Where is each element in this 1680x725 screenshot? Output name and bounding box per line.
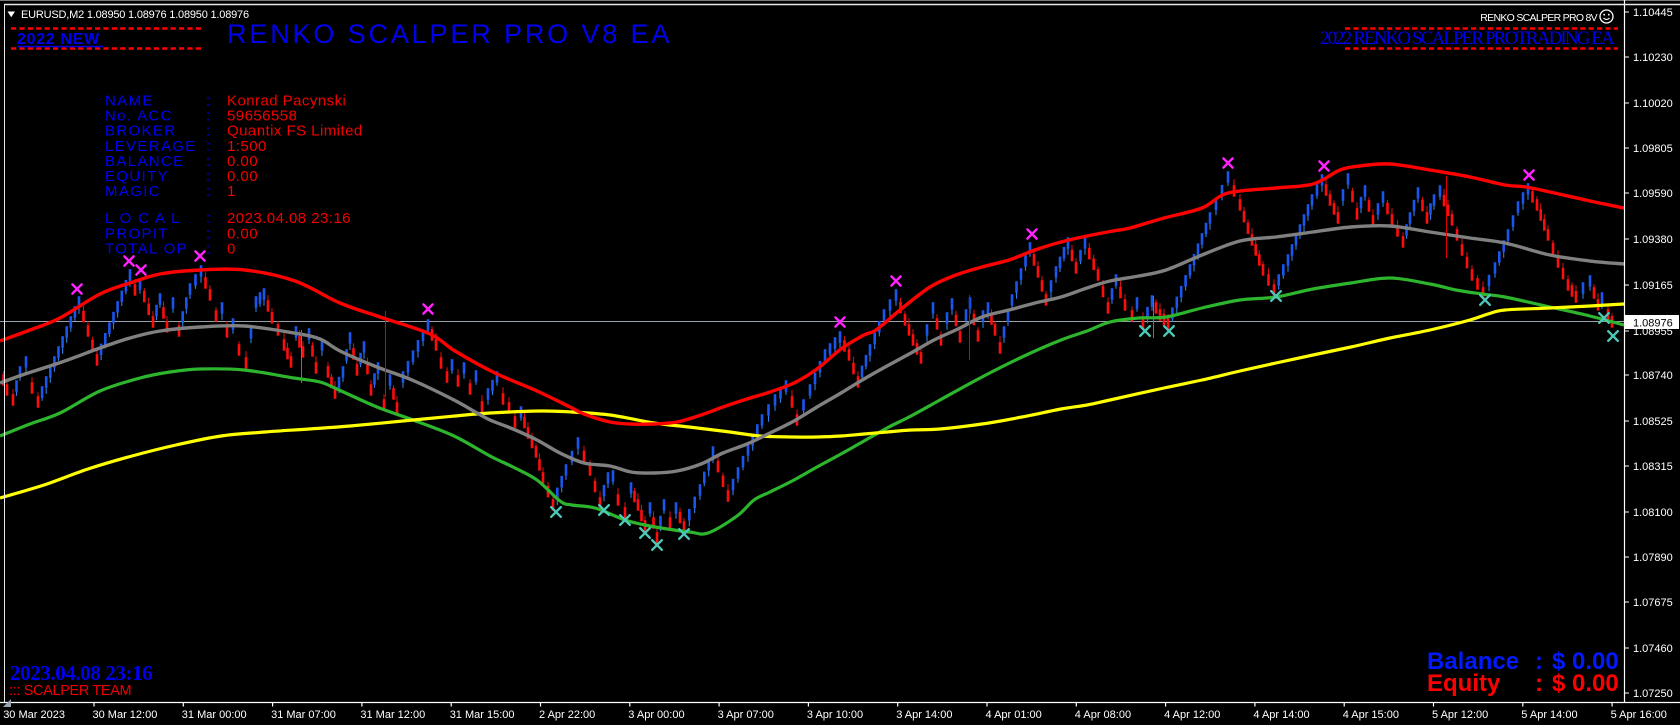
svg-text:31 Mar 00:00: 31 Mar 00:00 xyxy=(182,709,247,721)
svg-text:1.08740: 1.08740 xyxy=(1633,370,1673,382)
svg-text:1.08100: 1.08100 xyxy=(1633,507,1673,519)
svg-text:2022 RENKO SCALPER PROTRADING: 2022 RENKO SCALPER PROTRADING EA xyxy=(1320,28,1615,49)
svg-text:4 Apr 08:00: 4 Apr 08:00 xyxy=(1075,709,1131,721)
svg-text:RENKO SCALPER PRO 8V: RENKO SCALPER PRO 8V xyxy=(1480,12,1597,24)
svg-text:3 Apr 00:00: 3 Apr 00:00 xyxy=(628,709,684,721)
svg-text::: : xyxy=(206,108,212,125)
svg-text:5 Apr 16:00: 5 Apr 16:00 xyxy=(1611,709,1667,721)
svg-text::: : xyxy=(206,210,212,227)
svg-text::: : xyxy=(1535,648,1543,675)
svg-text:1.10445: 1.10445 xyxy=(1633,7,1673,19)
svg-text:L O C A L: L O C A L xyxy=(105,210,181,227)
svg-text:31 Mar 07:00: 31 Mar 07:00 xyxy=(271,709,336,721)
svg-text:31 Mar 12:00: 31 Mar 12:00 xyxy=(360,709,425,721)
svg-text:Equity: Equity xyxy=(1427,670,1501,697)
svg-text:30 Mar 2023: 30 Mar 2023 xyxy=(3,709,65,721)
svg-text:RENKO SCALPER PRO V8 EA: RENKO SCALPER PRO V8 EA xyxy=(227,19,672,49)
svg-text:TOTAL OP: TOTAL OP xyxy=(105,240,188,257)
svg-text:1.09380: 1.09380 xyxy=(1633,234,1673,246)
svg-text:1.08976: 1.08976 xyxy=(1633,318,1673,330)
svg-text::: : xyxy=(206,225,212,242)
svg-text:1.10020: 1.10020 xyxy=(1633,98,1673,110)
svg-text:30 Mar 12:00: 30 Mar 12:00 xyxy=(93,709,158,721)
svg-text:1.09590: 1.09590 xyxy=(1633,188,1673,200)
svg-text:3 Apr 07:00: 3 Apr 07:00 xyxy=(718,709,774,721)
svg-text::: : xyxy=(206,168,212,185)
svg-text::: : xyxy=(206,93,212,110)
svg-text:NAME: NAME xyxy=(105,93,154,110)
svg-text:No. ACC: No. ACC xyxy=(105,108,173,125)
svg-text:2022 NEW: 2022 NEW xyxy=(17,31,100,48)
svg-text:Quantix FS Limited: Quantix FS Limited xyxy=(227,123,363,140)
svg-text:3 Apr 10:00: 3 Apr 10:00 xyxy=(807,709,863,721)
svg-text:PROPIT: PROPIT xyxy=(105,225,169,242)
svg-text::: : xyxy=(206,138,212,155)
svg-text:4 Apr 01:00: 4 Apr 01:00 xyxy=(986,709,1042,721)
svg-text:EURUSD,M2 1.08950 1.08976 1.0: EURUSD,M2 1.08950 1.08976 1.08950 1.0897… xyxy=(21,9,249,21)
svg-text::: : xyxy=(206,123,212,140)
svg-text:2 Apr 22:00: 2 Apr 22:00 xyxy=(539,709,595,721)
svg-text:4 Apr 14:00: 4 Apr 14:00 xyxy=(1253,709,1309,721)
svg-text:MAGIC: MAGIC xyxy=(105,183,161,200)
svg-text:1.10230: 1.10230 xyxy=(1633,52,1673,64)
svg-text:$ 0.00: $ 0.00 xyxy=(1552,648,1619,675)
svg-text:BALANCE: BALANCE xyxy=(105,153,184,170)
svg-text:2023.04.08 23:16: 2023.04.08 23:16 xyxy=(227,210,351,227)
svg-text:$ 0.00: $ 0.00 xyxy=(1552,670,1619,697)
svg-text:1.09165: 1.09165 xyxy=(1633,280,1673,292)
svg-text:1:500: 1:500 xyxy=(227,138,267,155)
svg-text:1.09805: 1.09805 xyxy=(1633,143,1673,155)
svg-text:1.07890: 1.07890 xyxy=(1633,552,1673,564)
svg-text:Balance: Balance xyxy=(1427,648,1519,675)
svg-text:1: 1 xyxy=(227,183,236,200)
svg-text:59656558: 59656558 xyxy=(227,108,297,125)
svg-text::: : xyxy=(1535,670,1543,697)
svg-text:1.08525: 1.08525 xyxy=(1633,416,1673,428)
svg-text:2023.04.08 23:16: 2023.04.08 23:16 xyxy=(10,661,152,685)
svg-text:::: SCALPER TEAM: ::: SCALPER TEAM xyxy=(9,683,131,699)
svg-text:Konrad Pacynski: Konrad Pacynski xyxy=(227,93,346,110)
svg-text:LEVERAGE: LEVERAGE xyxy=(105,138,197,155)
svg-text::: : xyxy=(206,153,212,170)
svg-text:4 Apr 15:00: 4 Apr 15:00 xyxy=(1343,709,1399,721)
svg-text:1.07250: 1.07250 xyxy=(1633,688,1673,700)
svg-text:3 Apr 14:00: 3 Apr 14:00 xyxy=(896,709,952,721)
svg-text:1.07675: 1.07675 xyxy=(1633,597,1673,609)
svg-text:5 Apr 12:00: 5 Apr 12:00 xyxy=(1432,709,1488,721)
svg-text:0: 0 xyxy=(227,240,236,257)
svg-text:BROKER: BROKER xyxy=(105,123,176,140)
svg-text::: : xyxy=(206,240,212,257)
svg-text:5 Apr 14:00: 5 Apr 14:00 xyxy=(1521,709,1577,721)
svg-text:1.08315: 1.08315 xyxy=(1633,461,1673,473)
svg-text::: : xyxy=(206,183,212,200)
svg-text:EQUITY: EQUITY xyxy=(105,168,169,185)
svg-text:4 Apr 12:00: 4 Apr 12:00 xyxy=(1164,709,1220,721)
svg-text:0.00: 0.00 xyxy=(227,168,258,185)
svg-text:0.00: 0.00 xyxy=(227,225,258,242)
svg-text:1.07460: 1.07460 xyxy=(1633,643,1673,655)
svg-text:31 Mar 15:00: 31 Mar 15:00 xyxy=(450,709,515,721)
svg-text:0.00: 0.00 xyxy=(227,153,258,170)
